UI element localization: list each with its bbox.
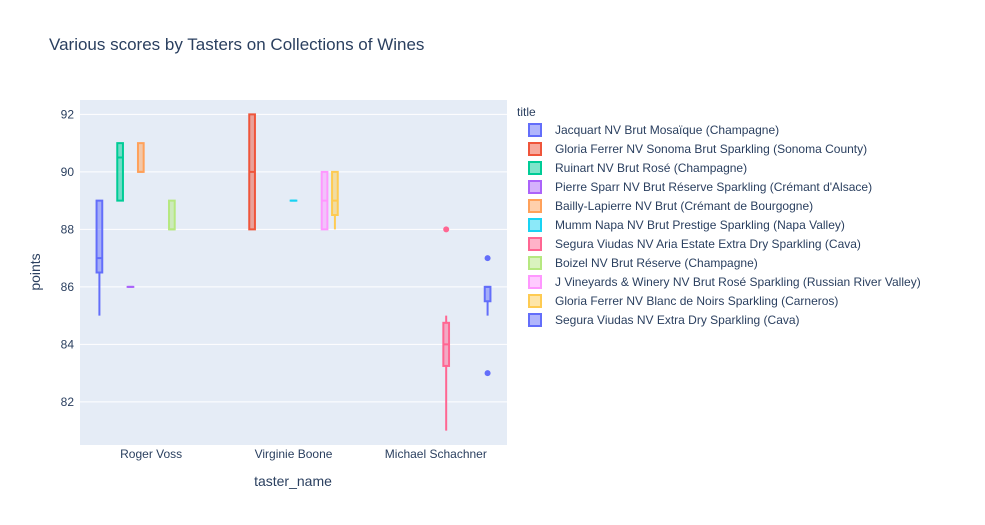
y-axis-title: points	[27, 253, 43, 290]
x-tick-label: Roger Voss	[120, 447, 182, 461]
y-tick-label: 86	[61, 280, 75, 294]
chart-title: Various scores by Tasters on Collections…	[49, 35, 424, 54]
grid-lines	[80, 113, 507, 403]
box-trace[interactable]	[483, 255, 492, 377]
legend-item[interactable]: Segura Viudas NV Extra Dry Sparkling (Ca…	[528, 313, 800, 327]
box-outlier-point	[484, 370, 491, 377]
x-tick-label: Virginie Boone	[255, 447, 333, 461]
legend-label: Gloria Ferrer NV Sonoma Brut Sparkling (…	[555, 142, 867, 156]
y-tick-label: 90	[61, 165, 75, 179]
legend-swatch	[528, 313, 542, 327]
box-iqr	[95, 199, 104, 274]
y-tick-label: 84	[61, 337, 75, 351]
legend-label: Gloria Ferrer NV Blanc de Noirs Sparklin…	[555, 294, 838, 308]
legend-swatch	[528, 218, 542, 232]
box-iqr	[168, 199, 176, 231]
legend-label: Bailly-Lapierre NV Brut (Crémant de Bour…	[555, 199, 813, 213]
x-tick-labels: Roger Voss Virginie Boone Michael Schachne…	[120, 447, 487, 461]
box-trace[interactable]	[320, 170, 329, 231]
legend-label: Boizel NV Brut Réserve (Champagne)	[555, 256, 758, 270]
legend-title: title	[517, 105, 536, 119]
box-trace[interactable]	[248, 113, 256, 231]
box-outlier-point	[443, 226, 450, 233]
legend-item[interactable]: Bailly-Lapierre NV Brut (Crémant de Bour…	[528, 199, 813, 213]
legend-swatch	[528, 180, 542, 194]
legend-swatch	[528, 161, 542, 175]
legend-swatch	[528, 142, 542, 156]
legend-item[interactable]: Gloria Ferrer NV Blanc de Noirs Sparklin…	[528, 294, 838, 308]
legend-item[interactable]: J Vineyards & Winery NV Brut Rosé Sparkl…	[528, 275, 921, 289]
y-tick-labels: 82 84 86 88 90 92	[61, 107, 75, 409]
legend-item[interactable]: Jacquart NV Brut Mosaïque (Champagne)	[528, 123, 779, 137]
legend-item[interactable]: Ruinart NV Brut Rosé (Champagne)	[528, 161, 747, 175]
box-iqr	[136, 142, 145, 173]
box-iqr	[331, 170, 339, 216]
box-trace[interactable]	[116, 142, 124, 202]
box-trace[interactable]	[95, 199, 104, 316]
box-trace[interactable]	[136, 142, 145, 173]
legend-item[interactable]: Segura Viudas NV Aria Estate Extra Dry S…	[528, 237, 861, 251]
box-trace[interactable]	[168, 199, 176, 231]
legend-label: Mumm Napa NV Brut Prestige Sparkling (Na…	[555, 218, 845, 232]
legend-swatch	[528, 294, 542, 308]
box-series	[95, 113, 492, 431]
legend-label: J Vineyards & Winery NV Brut Rosé Sparkl…	[555, 275, 921, 289]
legend-label: Segura Viudas NV Extra Dry Sparkling (Ca…	[555, 313, 800, 327]
x-axis-title: taster_name	[254, 473, 332, 489]
legend-swatch	[528, 256, 542, 270]
box-iqr	[116, 142, 124, 202]
legend-swatch	[528, 123, 542, 137]
box-trace[interactable]	[442, 226, 451, 431]
legend[interactable]: Jacquart NV Brut Mosaïque (Champagne) Glo…	[528, 123, 921, 327]
legend-swatch	[528, 199, 542, 213]
legend-swatch	[528, 275, 542, 289]
legend-label: Ruinart NV Brut Rosé (Champagne)	[555, 161, 747, 175]
legend-label: Segura Viudas NV Aria Estate Extra Dry S…	[555, 237, 861, 251]
plot-background	[80, 100, 507, 445]
legend-item[interactable]: Mumm Napa NV Brut Prestige Sparkling (Na…	[528, 218, 845, 232]
box-iqr	[483, 285, 492, 303]
legend-label: Pierre Sparr NV Brut Réserve Sparkling (…	[555, 180, 872, 194]
legend-swatch	[528, 237, 542, 251]
legend-item[interactable]: Pierre Sparr NV Brut Réserve Sparkling (…	[528, 180, 872, 194]
y-tick-label: 88	[61, 222, 75, 236]
y-tick-label: 92	[61, 107, 75, 121]
legend-label: Jacquart NV Brut Mosaïque (Champagne)	[555, 123, 779, 137]
x-tick-label: Michael Schachner	[385, 447, 487, 461]
y-tick-label: 82	[61, 395, 75, 409]
box-outlier-point	[484, 255, 491, 262]
legend-item[interactable]: Boizel NV Brut Réserve (Champagne)	[528, 256, 758, 270]
legend-item[interactable]: Gloria Ferrer NV Sonoma Brut Sparkling (…	[528, 142, 867, 156]
box-trace[interactable]	[331, 170, 339, 230]
